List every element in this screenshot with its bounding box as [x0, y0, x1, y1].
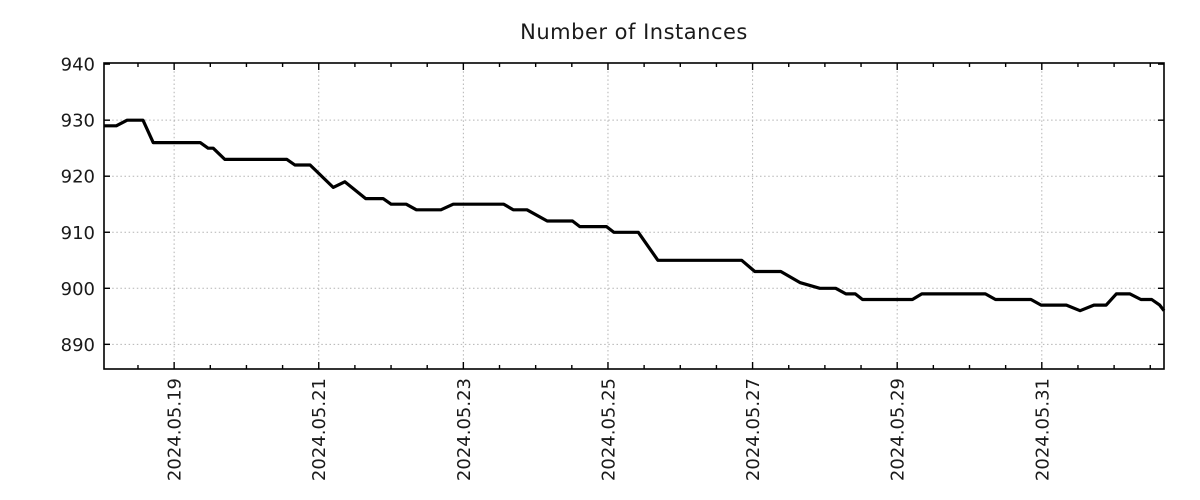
y-tick-label: 930: [61, 111, 95, 132]
y-tick-label: 910: [61, 223, 95, 244]
plot-border: [103, 62, 1165, 370]
y-tick-label: 900: [61, 279, 95, 300]
y-tick-label: 920: [61, 167, 95, 188]
y-tick-label: 940: [61, 55, 95, 76]
data-series-line: [104, 118, 1166, 313]
x-tick-label: 2024.05.23: [454, 378, 475, 481]
x-tick-label: 2024.05.19: [165, 378, 186, 481]
x-tick-label: 2024.05.25: [598, 378, 619, 481]
x-tick-label: 2024.05.21: [309, 378, 330, 481]
x-tick-label: 2024.05.27: [743, 378, 764, 481]
chart-title: Number of Instances: [520, 20, 748, 44]
y-tick-label: 890: [61, 335, 95, 356]
x-tick-label: 2024.05.29: [888, 378, 909, 481]
x-tick-label: 2024.05.31: [1032, 378, 1053, 481]
